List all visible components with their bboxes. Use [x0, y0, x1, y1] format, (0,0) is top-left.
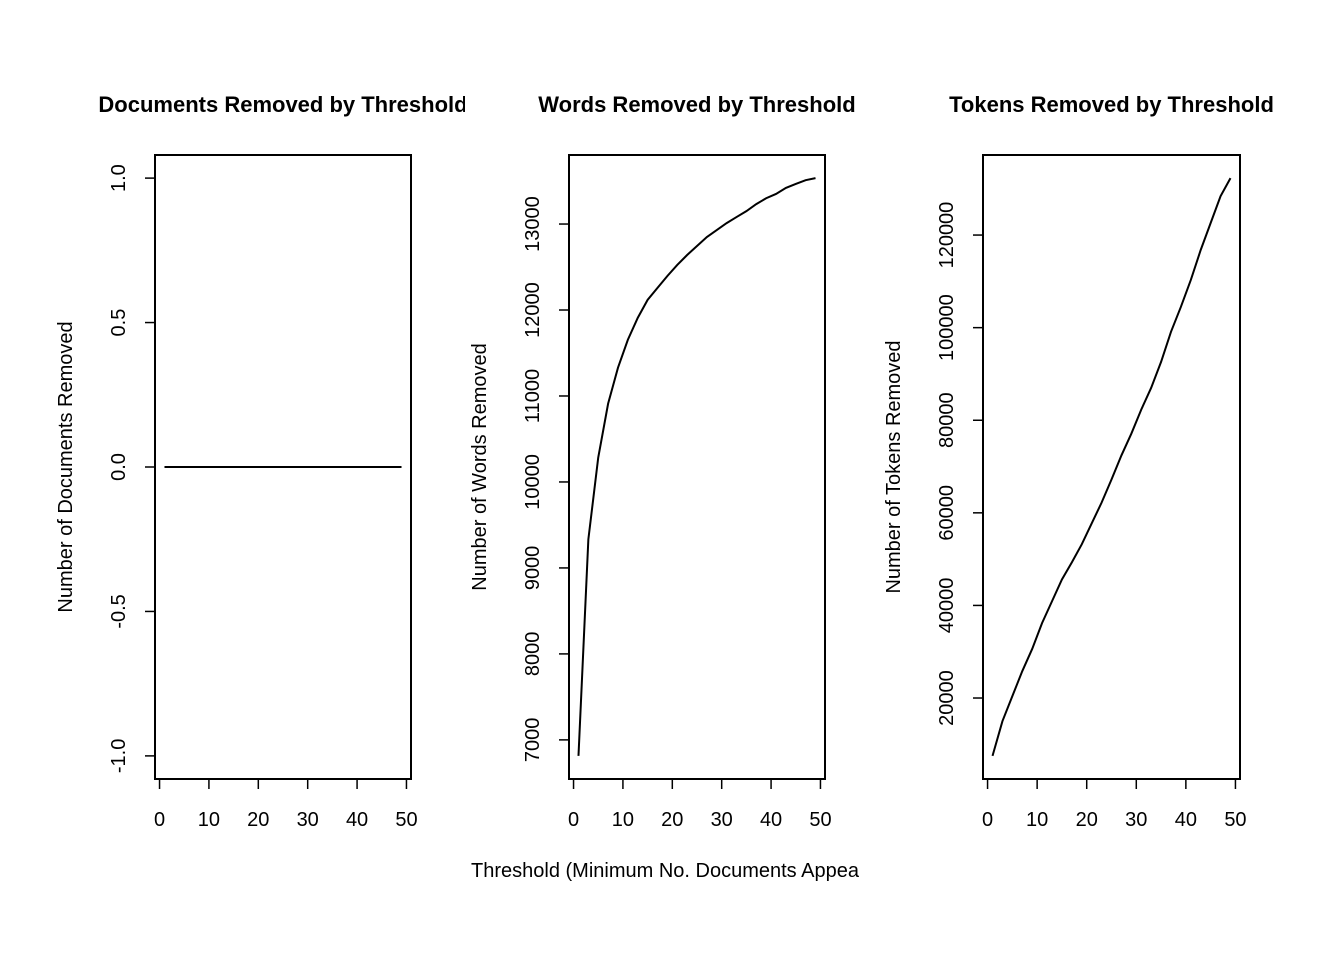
panel: Documents Removed by Threshold 0 10 20 30 40 5…	[55, 92, 467, 831]
chart-title: Documents Removed by Threshold	[98, 92, 467, 117]
y-tick-label: -1.0	[108, 739, 130, 773]
x-tick-label: 20	[661, 809, 683, 831]
data-line	[577, 177, 816, 756]
panel: Words Removed by Threshold 0 10 20 30 40 50 700…	[469, 92, 860, 882]
y-tick-label: 80000	[936, 392, 958, 448]
x-tick-label: 30	[1125, 809, 1147, 831]
y-axis-label: Number of Documents Removed	[55, 321, 77, 612]
panel: Tokens Removed by Threshold 0 10 20 30 40 50 20…	[883, 92, 1274, 831]
x-tick-label: 40	[760, 809, 782, 831]
x-tick-label: 10	[198, 809, 220, 831]
x-tick-label: 0	[982, 809, 993, 831]
x-tick-label: 0	[568, 809, 579, 831]
y-tick-label: 40000	[936, 578, 958, 634]
x-tick-label: 50	[1224, 809, 1246, 831]
x-tick-label: 30	[297, 809, 319, 831]
x-tick-label: 0	[154, 809, 165, 831]
chart-title: Words Removed by Threshold	[538, 92, 855, 117]
y-tick-label: 11000	[522, 369, 544, 423]
x-tick-label: 20	[1076, 809, 1098, 831]
y-tick-label: 0.5	[108, 309, 130, 337]
y-tick-label: 13000	[522, 196, 544, 252]
y-tick-label: 60000	[936, 485, 958, 541]
data-line	[991, 177, 1232, 757]
y-tick-label: 7000	[522, 718, 544, 763]
y-axis-label: Number of Words Removed	[469, 343, 491, 591]
y-tick-label: 0.0	[108, 453, 130, 481]
x-tick-label: 10	[612, 809, 634, 831]
x-axis-label: Threshold (Minimum No. Documents Appea	[471, 860, 860, 882]
y-tick-label: 12000	[522, 282, 544, 338]
y-tick-label: 100000	[936, 294, 958, 361]
y-tick-label: 9000	[522, 546, 544, 591]
y-axis-label: Number of Tokens Removed	[883, 340, 905, 593]
x-tick-label: 20	[247, 809, 269, 831]
y-tick-label: 20000	[936, 670, 958, 726]
x-tick-label: 40	[346, 809, 368, 831]
x-tick-label: 10	[1026, 809, 1048, 831]
y-tick-label: 1.0	[108, 164, 130, 192]
plot-frame	[568, 154, 826, 780]
x-tick-label: 50	[809, 809, 831, 831]
x-tick-label: 40	[1175, 809, 1197, 831]
chart-title: Tokens Removed by Threshold	[949, 92, 1274, 117]
x-tick-label: 50	[395, 809, 417, 831]
y-tick-label: 10000	[522, 454, 544, 510]
y-tick-label: 120000	[936, 202, 958, 269]
x-tick-label: 30	[711, 809, 733, 831]
y-tick-label: 8000	[522, 632, 544, 677]
y-tick-label: -0.5	[108, 594, 130, 628]
